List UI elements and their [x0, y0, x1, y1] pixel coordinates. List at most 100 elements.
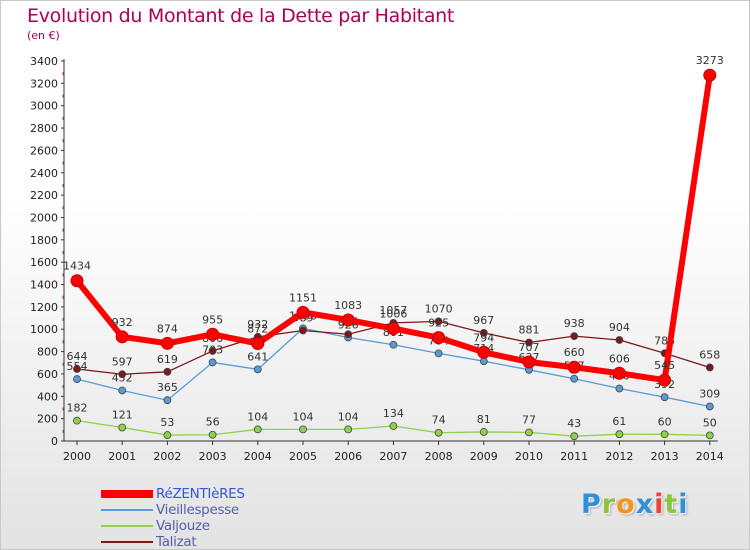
data-label: 644: [67, 350, 88, 363]
data-point: [570, 332, 579, 341]
data-label: 707: [519, 341, 540, 354]
data-label: 545: [654, 359, 675, 372]
legend-swatch: [101, 541, 153, 543]
legend-label: Valjouze: [156, 518, 210, 534]
data-label: 104: [293, 410, 314, 423]
proxiti-logo: Proxiti: [581, 489, 689, 520]
data-point: [251, 337, 265, 351]
y-tick-label: 3000: [30, 100, 58, 113]
chart-subtitle: (en €): [27, 29, 60, 42]
data-label: 967: [473, 314, 494, 327]
data-label: 81: [477, 413, 491, 426]
data-point: [479, 329, 488, 337]
y-tick-label: 200: [37, 413, 58, 426]
data-label: 365: [157, 381, 178, 394]
data-point: [477, 345, 491, 359]
data-point: [432, 331, 446, 345]
data-label: 74: [432, 414, 446, 427]
data-point: [163, 431, 172, 439]
data-point: [208, 430, 217, 439]
data-point: [118, 423, 127, 432]
data-point: [660, 430, 669, 439]
data-point: [615, 430, 624, 439]
logo-letter: r: [601, 489, 617, 520]
y-tick-label: 2600: [30, 144, 58, 157]
x-tick-label: 2008: [425, 450, 453, 463]
legend-swatch: [101, 525, 153, 527]
y-tick-label: 400: [37, 390, 58, 403]
data-point: [163, 396, 172, 405]
data-label: 874: [157, 322, 178, 335]
data-label: 53: [160, 416, 174, 429]
data-point: [341, 313, 355, 327]
y-tick-label: 2800: [30, 122, 58, 135]
x-tick-label: 2003: [199, 450, 227, 463]
data-label: 56: [206, 416, 220, 429]
data-label: 641: [247, 350, 268, 363]
data-point: [389, 340, 398, 349]
y-tick-label: 3400: [30, 55, 58, 68]
data-point: [479, 428, 488, 436]
data-label: 60: [658, 415, 672, 428]
data-label: 134: [383, 407, 404, 420]
data-point: [208, 358, 217, 367]
data-point: [208, 347, 217, 355]
data-point: [612, 366, 626, 380]
data-point: [344, 425, 353, 434]
data-label: 104: [247, 410, 268, 423]
data-point: [253, 365, 262, 374]
data-label: 619: [157, 353, 178, 366]
data-label: 3273: [696, 54, 724, 67]
data-point: [525, 428, 533, 437]
data-label: 925: [428, 317, 449, 330]
data-point: [703, 68, 717, 82]
data-label: 50: [703, 416, 717, 429]
data-label: 938: [564, 317, 585, 330]
data-point: [344, 330, 353, 339]
data-point: [73, 365, 81, 373]
data-point: [705, 363, 714, 372]
logo-letter: o: [616, 489, 636, 520]
data-point: [570, 432, 579, 441]
data-point: [386, 322, 400, 336]
logo-letter: t: [664, 489, 679, 520]
y-tick-label: 2400: [30, 167, 58, 180]
x-tick-label: 2009: [470, 450, 498, 463]
data-point: [160, 336, 174, 350]
x-tick-label: 2004: [244, 450, 272, 463]
y-tick-label: 2200: [30, 189, 58, 202]
data-point: [567, 360, 581, 374]
logo-letter: i: [654, 489, 665, 520]
data-label: 61: [612, 415, 626, 428]
data-label: 932: [247, 318, 268, 331]
data-label: 1057: [379, 304, 407, 317]
x-tick-label: 2000: [63, 450, 91, 463]
data-point: [570, 374, 579, 383]
x-tick-label: 2010: [515, 450, 543, 463]
data-point: [206, 327, 220, 341]
data-point: [522, 355, 536, 369]
data-label: 794: [473, 331, 494, 344]
data-point: [73, 416, 81, 425]
data-point: [705, 431, 714, 440]
data-label: 658: [699, 348, 720, 361]
y-tick-label: 3200: [30, 77, 58, 90]
logo-letter: x: [635, 489, 655, 520]
data-point: [299, 425, 307, 434]
x-tick-label: 2013: [651, 450, 679, 463]
data-label: 932: [112, 316, 133, 329]
x-tick-label: 2011: [560, 450, 588, 463]
data-label: 104: [338, 410, 359, 423]
data-point: [73, 375, 81, 383]
legend-label: Vieillespesse: [156, 502, 239, 518]
data-label: 1006: [379, 308, 407, 321]
legend-swatch: [101, 490, 153, 498]
y-tick-label: 1200: [30, 301, 58, 314]
y-tick-label: 1600: [30, 256, 58, 269]
x-tick-label: 2002: [153, 450, 181, 463]
data-label: 1151: [289, 291, 317, 304]
x-tick-label: 2007: [379, 450, 407, 463]
legend-swatch: [101, 509, 153, 511]
data-label: 904: [609, 321, 630, 334]
